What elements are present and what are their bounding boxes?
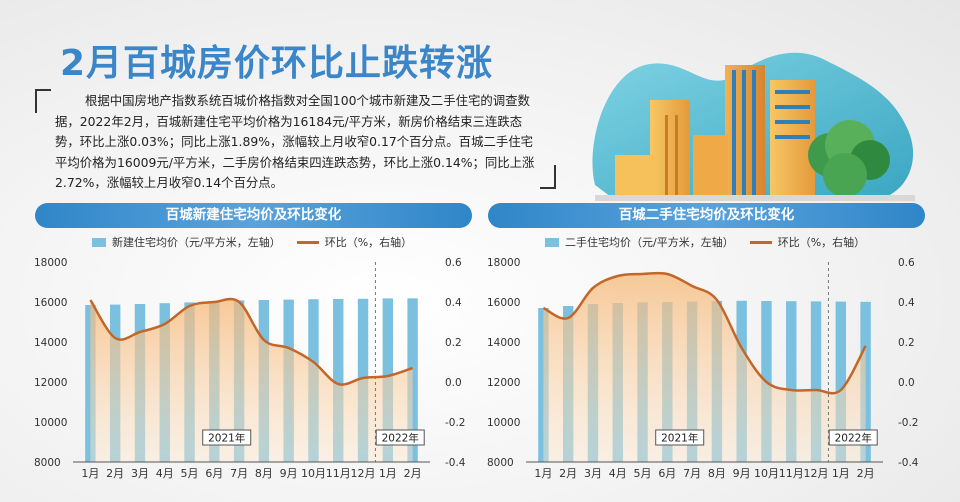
x-tick-label: 4月	[609, 467, 627, 480]
x-tick-label: 3月	[584, 467, 602, 480]
y-tick-label: 14000	[34, 337, 67, 349]
y-tick-label: 14000	[487, 337, 520, 349]
x-tick-label: 10月	[301, 467, 326, 480]
line-area-fill	[543, 273, 866, 462]
x-tick-label: 10月	[754, 467, 779, 480]
x-tick-label: 7月	[230, 467, 248, 480]
chart-second-hand: 18000 16000 14000 12000 10000 8000 0.6 0.4 0.2 0.…	[487, 257, 919, 480]
y-tick-label: 8000	[34, 457, 61, 469]
y2-tick-label: 0.4	[445, 297, 462, 309]
y-tick-label: 10000	[487, 417, 520, 429]
y2-tick-label: 0.6	[898, 257, 915, 269]
x-tick-label: 8月	[255, 467, 273, 480]
x-tick-label: 2月	[404, 467, 422, 480]
legend-line-label: 环比（%，右轴）	[777, 236, 866, 249]
x-tick-label: 5月	[634, 467, 652, 480]
x-tick-label: 1月	[534, 467, 552, 480]
y-tick-label: 12000	[487, 377, 520, 389]
legend-line-label: 环比（%，右轴）	[324, 236, 413, 249]
year-label-box	[375, 429, 425, 446]
chart-title-new-homes: 百城新建住宅均价及环比变化	[35, 203, 472, 228]
intro-text: 根据中国房地产指数系统百城价格指数对全国100个城市新建及二手住宅的调查数据，2…	[55, 93, 535, 190]
y2-tick-label: -0.2	[898, 417, 919, 429]
y2-tick-label: 0.4	[898, 297, 915, 309]
y-tick-label: 12000	[34, 377, 67, 389]
x-tick-label: 11月	[326, 467, 351, 480]
y-tick-label: 16000	[34, 297, 67, 309]
bar	[333, 299, 344, 462]
x-tick-label: 2月	[857, 467, 875, 480]
chart-new-homes: 18000 16000 14000 12000 10000 8000 0.6 0.4 0.2 0.…	[34, 257, 466, 480]
y2-tick-label: -0.4	[445, 457, 466, 469]
y2-tick-label: 0.6	[445, 257, 462, 269]
y2-tick-label: 0.2	[898, 337, 915, 349]
x-tick-label: 8月	[708, 467, 726, 480]
year-label: 2021年	[661, 432, 698, 445]
legend-bar-label: 二手住宅均价（元/平方米，左轴）	[565, 236, 734, 249]
bar	[786, 301, 797, 462]
x-tick-label: 3月	[131, 467, 149, 480]
year-label: 2022年	[835, 432, 872, 445]
line-area-fill	[90, 299, 413, 462]
x-tick-label: 5月	[181, 467, 199, 480]
y2-tick-label: -0.2	[445, 417, 466, 429]
bar	[538, 308, 549, 462]
bracket-top-left	[35, 89, 51, 113]
x-tick-label: 11月	[779, 467, 804, 480]
series-line	[542, 271, 867, 395]
chart-title-second-hand: 百城二手住宅均价及环比变化	[488, 203, 925, 228]
x-tick-label: 6月	[205, 467, 223, 480]
y2-tick-label: 0.0	[898, 377, 915, 389]
x-tick-label: 1月	[832, 467, 850, 480]
year-label-box	[828, 429, 878, 446]
legend-bar-label: 新建住宅均价（元/平方米，左轴）	[112, 236, 281, 249]
legend-bar-swatch	[92, 237, 106, 247]
x-tick-label: 1月	[379, 467, 397, 480]
y-tick-label: 16000	[487, 297, 520, 309]
year-label-box	[655, 429, 705, 446]
year-label: 2022年	[382, 432, 419, 445]
x-tick-label: 12月	[351, 467, 376, 480]
y-tick-label: 8000	[487, 457, 514, 469]
y-tick-label: 10000	[34, 417, 67, 429]
bar	[85, 305, 96, 462]
x-tick-label: 12月	[804, 467, 829, 480]
bar	[810, 301, 822, 462]
year-label-box	[202, 429, 252, 446]
series-line	[89, 297, 414, 386]
page-title: 2月百城房价环比止跌转涨	[60, 43, 494, 84]
legend-second-hand: 二手住宅均价（元/平方米，左轴） 环比（%，右轴）	[545, 234, 865, 250]
legend-bar-swatch	[545, 237, 559, 247]
year-label: 2021年	[208, 432, 245, 445]
x-tick-label: 7月	[683, 467, 701, 480]
y2-tick-label: -0.4	[898, 457, 919, 469]
x-tick-label: 1月	[81, 467, 99, 480]
y2-tick-label: 0.0	[445, 377, 462, 389]
legend-new-homes: 新建住宅均价（元/平方米，左轴） 环比（%，右轴）	[92, 234, 412, 250]
x-tick-label: 9月	[280, 467, 298, 480]
y-tick-label: 18000	[487, 257, 520, 269]
x-tick-label: 2月	[559, 467, 577, 480]
x-tick-label: 2月	[106, 467, 124, 480]
x-tick-label: 4月	[156, 467, 174, 480]
legend-line-swatch	[749, 240, 772, 244]
x-tick-label: 9月	[733, 467, 751, 480]
y-tick-label: 18000	[34, 257, 67, 269]
bracket-bottom-right	[540, 165, 556, 189]
bar	[835, 301, 847, 462]
x-tick-label: 6月	[658, 467, 676, 480]
y2-tick-label: 0.2	[445, 337, 462, 349]
legend-line-swatch	[296, 240, 319, 244]
city-illustration	[592, 52, 915, 201]
